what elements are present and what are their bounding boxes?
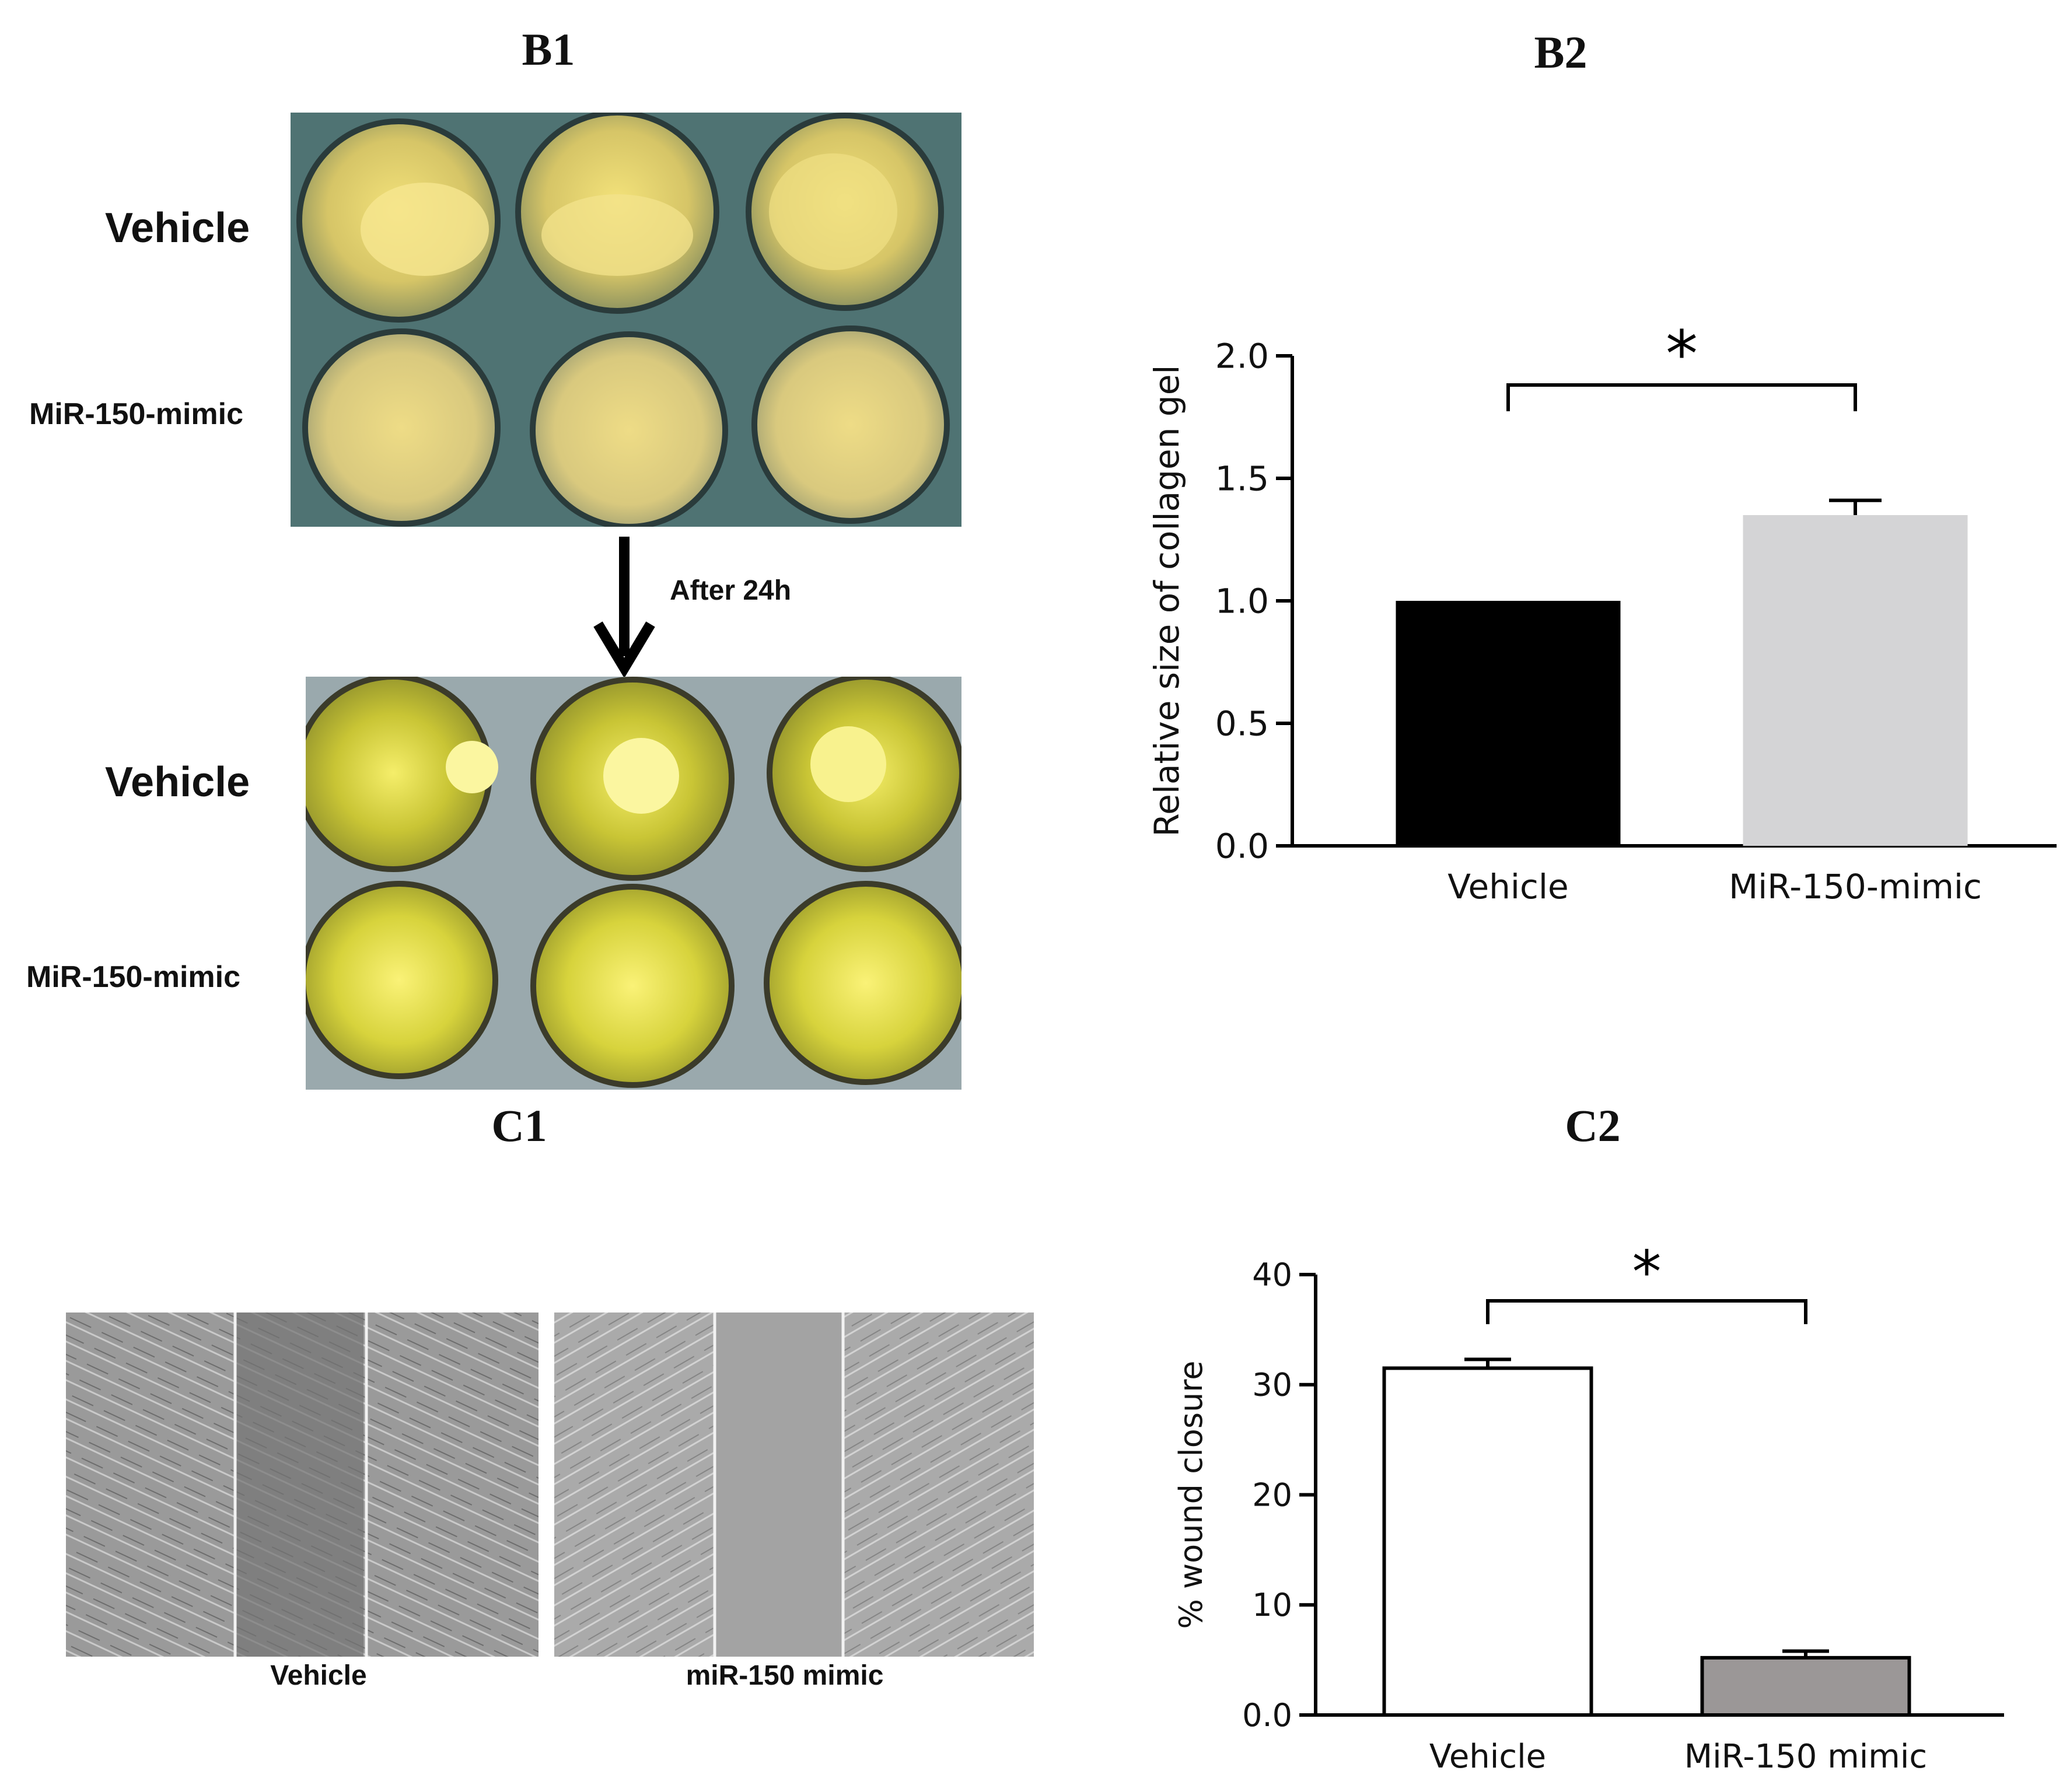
significance-star: *	[1632, 1248, 1662, 1306]
c1-vehicle-caption: Vehicle	[270, 1660, 367, 1691]
significance-bracket	[1486, 1299, 1807, 1324]
b1-top-vehicle-label: Vehicle	[105, 205, 250, 251]
after-24h-label: After 24h	[670, 575, 792, 606]
panel-label-b1: B1	[522, 24, 575, 75]
vehicle-micrograph	[66, 1312, 539, 1657]
well-row-bottom	[306, 881, 961, 1088]
well-row-top	[306, 677, 961, 881]
bar-1	[1743, 515, 1968, 846]
y-tick-label: 40	[1252, 1256, 1292, 1293]
bar-1	[1700, 1656, 1911, 1717]
mimic-micrograph	[554, 1312, 1034, 1657]
category-label-0: Vehicle	[1447, 867, 1568, 907]
well-row-top	[296, 113, 944, 323]
panel-label-c1: C1	[491, 1100, 547, 1151]
panel-label-b2: B2	[1534, 27, 1588, 78]
y-tick-label: 2.0	[1215, 336, 1269, 376]
wound-closure-bar-chart: 0.0 10 20 30 40 % wound closure Vehicle MiR-150…	[1173, 1248, 2004, 1776]
bar-0	[1382, 1366, 1593, 1717]
b1-top-mimic-label: MiR-150-mimic	[29, 397, 243, 431]
y-tick-label: 20	[1252, 1476, 1292, 1513]
y-tick-label: 0.5	[1215, 704, 1269, 743]
down-arrow-icon	[593, 537, 655, 678]
category-label-1: MiR-150 mimic	[1684, 1738, 1927, 1776]
significance-star: *	[1666, 317, 1698, 391]
y-tick-label: 1.0	[1215, 581, 1269, 621]
b1-bottom-mimic-label: MiR-150-mimic	[26, 960, 240, 994]
y-axis-label: Relative size of collagen gel	[1147, 365, 1187, 836]
c1-mimic-caption: miR-150 mimic	[686, 1660, 884, 1691]
y-tick-label: 30	[1252, 1367, 1292, 1404]
b1-bottom-vehicle-label: Vehicle	[105, 759, 250, 806]
well-plate-after-photo	[306, 677, 961, 1090]
collagen-gel-bar-chart: 0.0 0.5 1.0 1.5 2.0 Relative size of collagen…	[1147, 317, 2057, 907]
y-axis-label: % wound closure	[1173, 1361, 1209, 1629]
well-row-bottom	[302, 326, 950, 527]
well-plate-before-photo	[291, 113, 961, 527]
significance-bracket	[1506, 383, 1857, 411]
y-tick-label: 10	[1252, 1587, 1292, 1623]
category-label-1: MiR-150-mimic	[1729, 867, 1982, 907]
y-tick-label: 0.0	[1215, 826, 1269, 866]
y-tick-label: 1.5	[1215, 459, 1269, 498]
panel-label-c2: C2	[1565, 1100, 1621, 1151]
bar-0	[1396, 601, 1621, 846]
category-label-0: Vehicle	[1429, 1738, 1546, 1776]
y-tick-label: 0.0	[1242, 1697, 1292, 1734]
